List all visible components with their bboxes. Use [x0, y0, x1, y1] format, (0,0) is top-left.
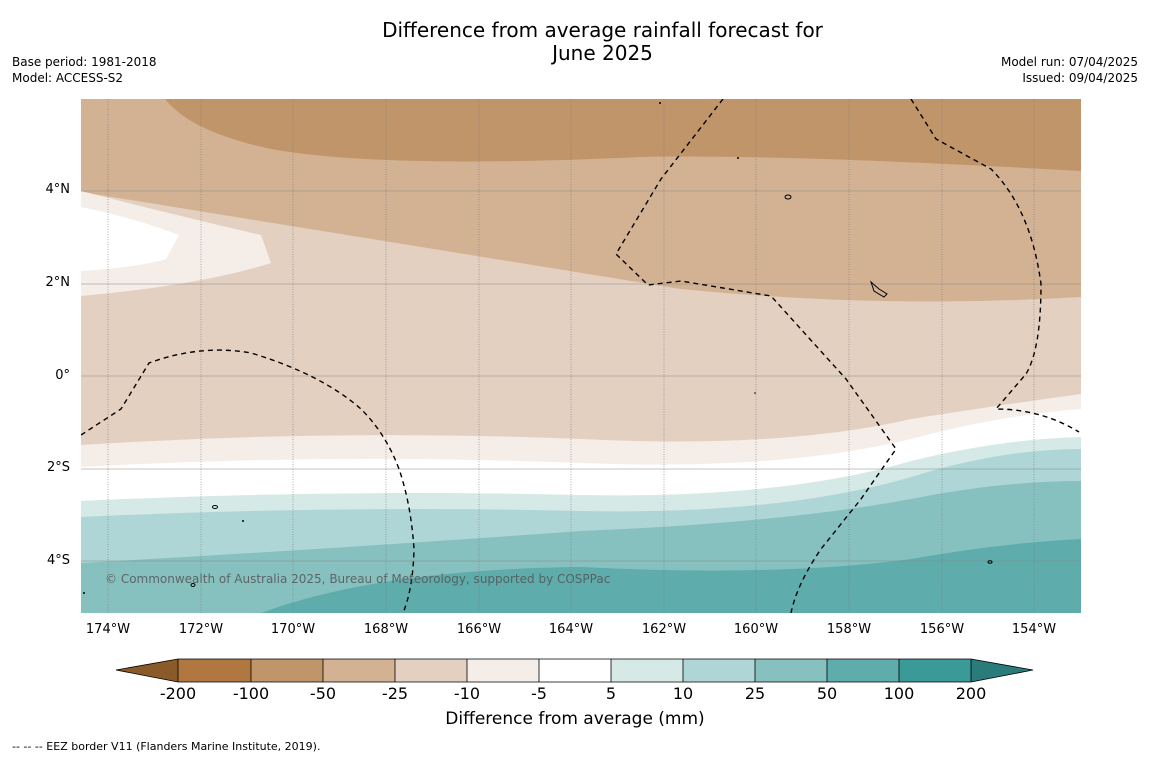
- colorbar-dividers: [177, 659, 972, 682]
- colorbar-segment-7: [611, 659, 683, 682]
- map-panel: © Commonwealth of Australia 2025, Bureau…: [81, 99, 1081, 613]
- meta-left: Base period: 1981-2018 Model: ACCESS-S2: [12, 54, 157, 86]
- base-period: Base period: 1981-2018: [12, 55, 157, 69]
- colorbar-tick-neg50: -50: [309, 684, 337, 703]
- colorbar-segment-5: [467, 659, 539, 682]
- lat-label-2n: 2°N: [45, 275, 71, 290]
- meridian-gridlines: [107, 99, 1035, 613]
- lat-label-4s: 4°S: [46, 553, 70, 568]
- colorbar-segment-9: [755, 659, 827, 682]
- colorbar-tick-200: 200: [955, 684, 987, 703]
- lon-label-154w: 154°W: [1011, 622, 1057, 637]
- islets: [83, 102, 756, 594]
- lat-label-4n: 4°N: [45, 182, 71, 197]
- colorbar-segment-4: [395, 659, 467, 682]
- lon-label-162w: 162°W: [641, 622, 687, 637]
- colorbar-title: Difference from average (mm): [445, 709, 705, 729]
- copyright-notice: © Commonwealth of Australia 2025, Bureau…: [105, 572, 611, 586]
- band-50-100: [261, 539, 1081, 613]
- band-neg5-neg10-west: [81, 191, 271, 296]
- eez-borders: [81, 99, 1080, 613]
- colorbar-tick-100: 100: [883, 684, 915, 703]
- islands: [190, 194, 993, 587]
- lon-label-174w: 174°W: [85, 622, 131, 637]
- title-line-1: Difference from average rainfall forecas…: [382, 18, 823, 42]
- band-neutral-west: [81, 207, 179, 271]
- lon-label-160w: 160°W: [733, 622, 779, 637]
- lon-label-166w: 166°W: [456, 622, 502, 637]
- colorbar-tick-neg5: -5: [531, 684, 547, 703]
- colorbar-segment-8: [683, 659, 755, 682]
- model-name: Model: ACCESS-S2: [12, 71, 124, 85]
- lon-label-172w: 172°W: [178, 622, 224, 637]
- colorbar: [115, 658, 1034, 683]
- colorbar-tick-50: 50: [816, 684, 838, 703]
- lon-label-158w: 158°W: [826, 622, 872, 637]
- colorbar-high-extension: [971, 659, 1033, 682]
- colorbar-segment-1: [178, 659, 251, 682]
- eez-footnote: -- -- -- EEZ border V11 (Flanders Marine…: [12, 740, 321, 753]
- colorbar-tick-neg100: -100: [232, 684, 270, 703]
- colorbar-segment-2: [251, 659, 323, 682]
- colorbar-tick-10: 10: [672, 684, 694, 703]
- colorbar-segment-10: [827, 659, 899, 682]
- title-line-2: June 2025: [552, 41, 653, 65]
- lon-label-170w: 170°W: [270, 622, 316, 637]
- colorbar-segment-6: [539, 659, 611, 682]
- colorbar-tick-5: 5: [605, 684, 617, 703]
- chart-title: Difference from average rainfall forecas…: [300, 19, 905, 65]
- lon-label-156w: 156°W: [919, 622, 965, 637]
- parallel-gridlines: [81, 190, 1081, 562]
- model-run: Model run: 07/04/2025: [1000, 55, 1138, 69]
- colorbar-tick-neg10: -10: [453, 684, 481, 703]
- lat-label-2s: 2°S: [46, 460, 70, 475]
- band-neg50-neg100: [165, 99, 1081, 171]
- colorbar-tick-neg200: -200: [159, 684, 197, 703]
- colorbar-tick-neg25: -25: [381, 684, 409, 703]
- colorbar-tick-25: 25: [744, 684, 766, 703]
- colorbar-segment-3: [323, 659, 395, 682]
- lon-label-164w: 164°W: [548, 622, 594, 637]
- lat-label-0: 0°: [55, 368, 70, 383]
- issued-date: Issued: 09/04/2025: [1022, 71, 1138, 85]
- lon-label-168w: 168°W: [363, 622, 409, 637]
- meta-right: Model run: 07/04/2025 Issued: 09/04/2025: [1001, 54, 1138, 86]
- colorbar-low-extension: [116, 659, 178, 682]
- rainfall-map: [81, 99, 1081, 613]
- colorbar-segment-11: [899, 659, 971, 682]
